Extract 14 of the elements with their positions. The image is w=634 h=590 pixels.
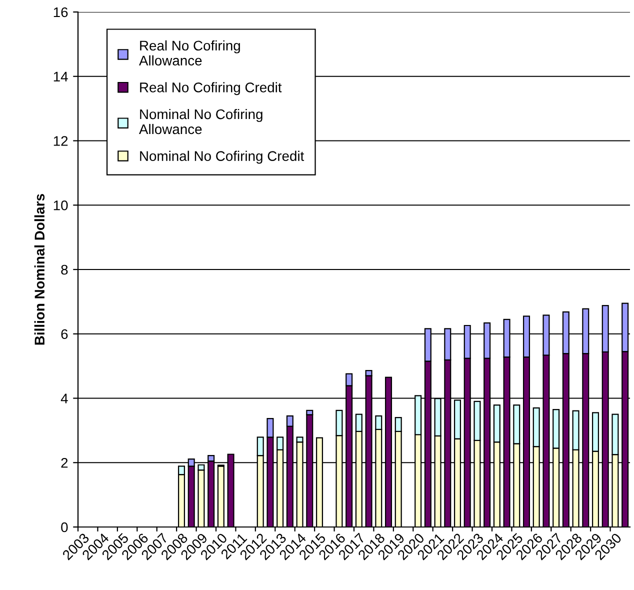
legend-label: Nominal No Cofiring Allowance [138, 108, 262, 134]
y-tick-label: 8 [61, 264, 68, 275]
y-tick-label: 14 [54, 72, 68, 82]
legend-label: Real No Cofiring Allowance [138, 40, 240, 66]
y-tick-label: 12 [54, 136, 68, 146]
legend-label: Nominal No Cofiring Credit [140, 150, 304, 164]
y-tick-label: 6 [61, 329, 68, 340]
y-tick-label: 0 [61, 522, 68, 532]
legend-label: Real No Cofiring Credit [140, 82, 282, 96]
y-axis-title: Billion Nominal Dollars [34, 194, 45, 345]
y-tick-label: 10 [54, 200, 68, 210]
y-tick-label: 16 [54, 7, 68, 18]
y-tick-label: 4 [60, 394, 68, 404]
y-tick-label: 2 [61, 458, 68, 468]
